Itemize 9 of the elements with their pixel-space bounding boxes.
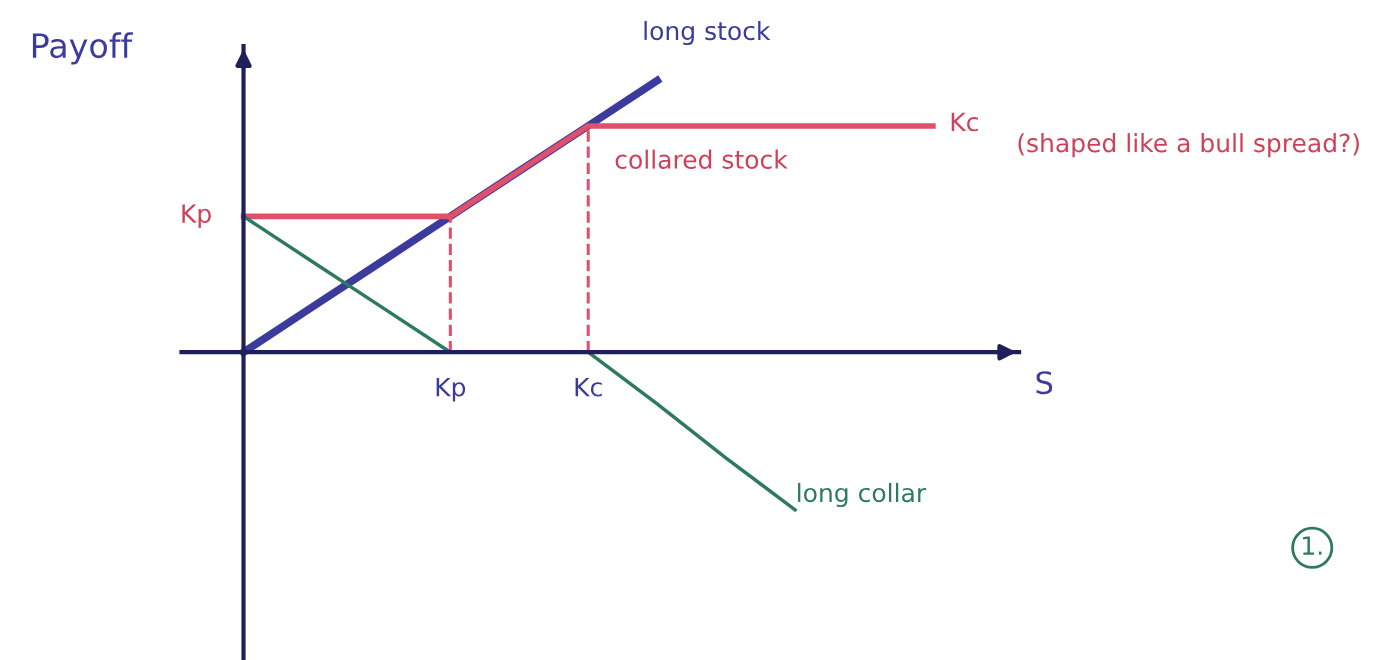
annotation: collared stock [615, 149, 788, 169]
x-axis-title: S [1036, 371, 1053, 395]
text: long stock [644, 20, 771, 46]
annotation: (shaped like a bull spread?) [1018, 133, 1359, 158]
annotation: long collar [798, 482, 927, 508]
y-axis-title: Payoff [32, 32, 133, 65]
annotation: Kc [951, 112, 978, 132]
text: 1. [1303, 536, 1322, 555]
annotation: Kp [182, 204, 211, 228]
